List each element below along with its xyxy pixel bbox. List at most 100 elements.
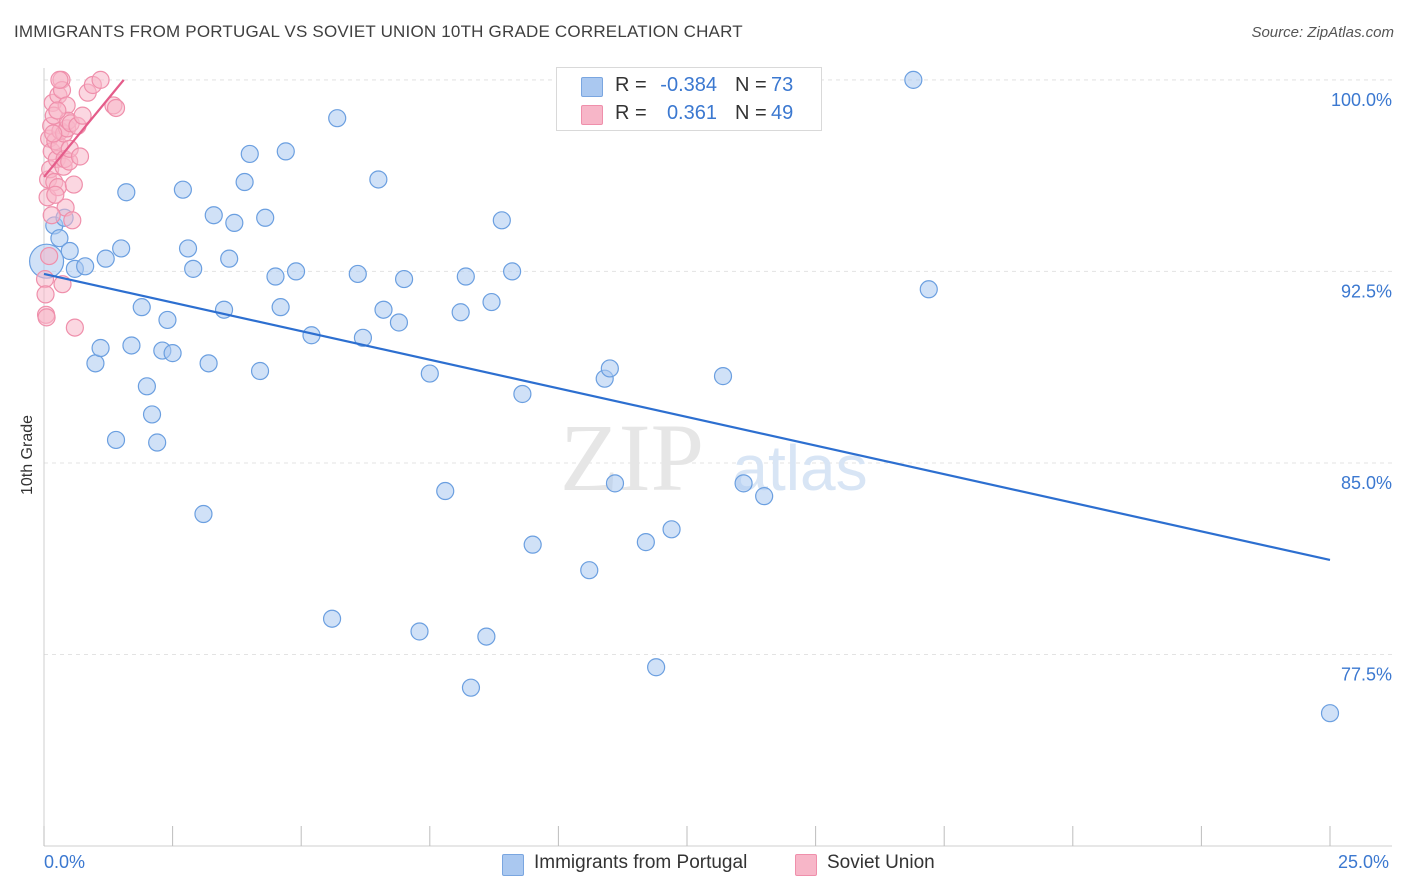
point-portugal	[240, 144, 259, 164]
point-portugal	[1320, 704, 1340, 723]
point-portugal	[184, 259, 203, 278]
point-portugal	[86, 354, 105, 373]
point-portugal	[132, 298, 151, 317]
bottom-legend-label-soviet: Soviet Union	[827, 852, 935, 873]
point-soviet	[44, 124, 63, 143]
bottom-legend-swatch-portugal	[502, 854, 524, 876]
legend-r-label: R =	[615, 74, 647, 96]
point-portugal	[96, 249, 115, 268]
legend-n-value: 73	[771, 74, 794, 96]
point-portugal	[636, 533, 655, 552]
bottom-legend-label-portugal: Immigrants from Portugal	[534, 852, 748, 873]
point-portugal	[477, 627, 496, 646]
chart-title: IMMIGRANTS FROM PORTUGAL VS SOVIET UNION…	[14, 22, 743, 41]
point-portugal	[503, 262, 522, 281]
point-portugal	[600, 359, 619, 378]
point-soviet	[36, 285, 55, 304]
point-portugal	[389, 313, 409, 332]
point-soviet	[106, 98, 126, 118]
point-portugal	[713, 367, 733, 386]
source-label: Source: ZipAtlas.com	[1251, 24, 1394, 41]
point-portugal	[353, 328, 373, 347]
point-portugal	[173, 180, 192, 199]
x-tick-label-max: 25.0%	[1338, 852, 1390, 872]
point-soviet	[40, 246, 59, 266]
x-tick-label-min: 0.0%	[44, 852, 86, 872]
point-portugal	[106, 430, 126, 450]
point-portugal	[492, 211, 511, 230]
data-points	[28, 70, 1340, 723]
point-portugal	[137, 377, 156, 396]
point-portugal	[513, 384, 532, 404]
point-portugal	[117, 183, 136, 202]
point-soviet	[50, 70, 69, 89]
point-portugal	[91, 338, 110, 358]
point-portugal	[256, 208, 275, 227]
point-portugal	[142, 405, 162, 424]
point-portugal	[76, 257, 95, 276]
point-portugal	[348, 264, 367, 284]
bottom-legend-swatch-soviet	[795, 854, 817, 876]
legend-r-value: -0.384	[660, 74, 717, 96]
point-portugal	[451, 303, 470, 322]
point-soviet	[42, 206, 61, 225]
point-portugal	[266, 267, 285, 286]
point-portugal	[276, 142, 295, 161]
point-portugal	[647, 658, 666, 677]
y-tick-label: 100.0%	[1331, 90, 1392, 110]
point-portugal	[919, 280, 938, 299]
trend-line-portugal	[43, 272, 1331, 562]
point-portugal	[523, 535, 542, 554]
point-portugal	[158, 310, 177, 330]
point-portugal	[60, 241, 79, 261]
point-portugal	[420, 364, 439, 383]
point-portugal	[286, 262, 306, 281]
point-soviet	[46, 185, 65, 204]
point-portugal	[755, 487, 774, 506]
point-soviet	[73, 106, 92, 125]
point-soviet	[64, 175, 83, 194]
point-portugal	[436, 481, 455, 501]
point-soviet	[70, 147, 90, 166]
y-tick-label: 85.0%	[1341, 473, 1392, 493]
point-portugal	[220, 249, 239, 268]
correlation-legend: R = -0.384 N = 73 R = 0.361 N = 49	[556, 67, 822, 131]
point-portugal	[50, 229, 69, 248]
legend-r-value: 0.361	[666, 102, 717, 124]
point-portugal	[194, 504, 213, 524]
point-portugal	[122, 336, 141, 355]
trend-line-soviet	[43, 79, 125, 178]
legend-n-label: N =	[735, 102, 767, 124]
legend-r-label: R =	[615, 102, 647, 124]
y-tick-label: 77.5%	[1341, 664, 1392, 684]
gridlines	[44, 79, 1392, 655]
point-soviet	[91, 70, 110, 89]
point-portugal	[394, 269, 414, 289]
trend-lines	[43, 79, 1331, 562]
point-portugal	[204, 206, 223, 225]
point-portugal	[163, 344, 182, 363]
point-portugal	[410, 622, 429, 641]
legend-row-soviet: R = 0.361 N = 49	[557, 102, 821, 128]
point-portugal	[605, 474, 625, 493]
legend-row-portugal: R = -0.384 N = 73	[557, 74, 821, 100]
point-portugal	[456, 267, 475, 286]
point-portugal	[482, 292, 501, 312]
point-portugal	[662, 520, 681, 539]
point-soviet	[63, 211, 82, 230]
watermark-zip: ZIP	[560, 404, 704, 511]
point-portugal	[250, 361, 270, 381]
legend-swatch-portugal	[581, 77, 603, 97]
point-portugal	[235, 172, 254, 192]
point-portugal	[271, 298, 290, 317]
point-portugal	[322, 609, 342, 628]
point-portugal	[580, 561, 599, 580]
y-tick-labels: 77.5% 85.0% 92.5% 100.0%	[1331, 90, 1392, 685]
point-portugal	[461, 678, 481, 697]
point-portugal	[328, 109, 347, 128]
legend-n-value: 49	[771, 102, 794, 124]
y-tick-label: 92.5%	[1341, 281, 1392, 301]
legend-swatch-soviet	[581, 105, 603, 125]
point-portugal	[148, 433, 167, 452]
